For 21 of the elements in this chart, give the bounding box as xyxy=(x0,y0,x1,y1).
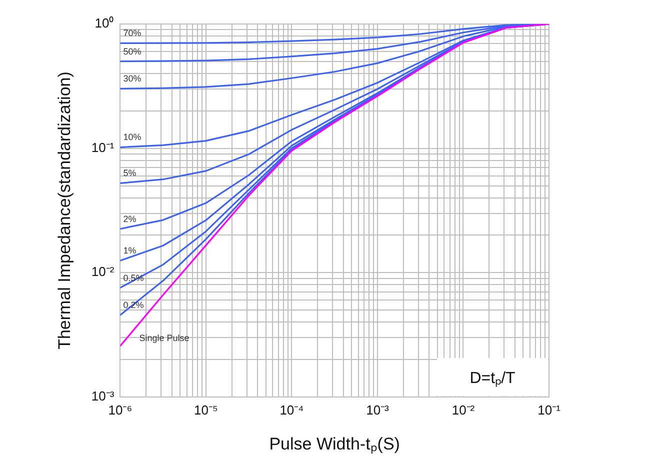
series-label: 5% xyxy=(123,168,136,178)
x-tick-label: 10⁻⁴ xyxy=(280,402,304,418)
series-label: 50% xyxy=(123,46,142,56)
y-tick-label: 10⁻² xyxy=(91,264,115,280)
note-box: D=tₚ/T xyxy=(437,358,548,396)
series-label: Single Pulse xyxy=(139,333,190,344)
y-tick-label: 10⁻³ xyxy=(91,388,115,404)
x-tick-label: 10⁻¹ xyxy=(538,402,562,418)
x-tick-label: 10⁻² xyxy=(452,402,476,418)
series-label: 2% xyxy=(123,214,136,224)
x-tick-label: 10⁻⁵ xyxy=(194,402,218,418)
y-tick-label: 10⁰ xyxy=(94,16,114,31)
series-label: 1% xyxy=(123,246,136,256)
series-label: 10% xyxy=(123,132,142,142)
series-label: 30% xyxy=(123,74,142,84)
series-label: 70% xyxy=(123,28,142,38)
y-tick-label: 10⁻¹ xyxy=(91,140,115,155)
x-tick-label: 10⁻⁶ xyxy=(108,402,132,418)
x-axis-title: Pulse Width-tₚ(S) xyxy=(269,434,400,454)
y-axis-title: Thermal Impedance(standardization) xyxy=(54,72,74,350)
x-tick-label: 10⁻³ xyxy=(366,402,390,418)
